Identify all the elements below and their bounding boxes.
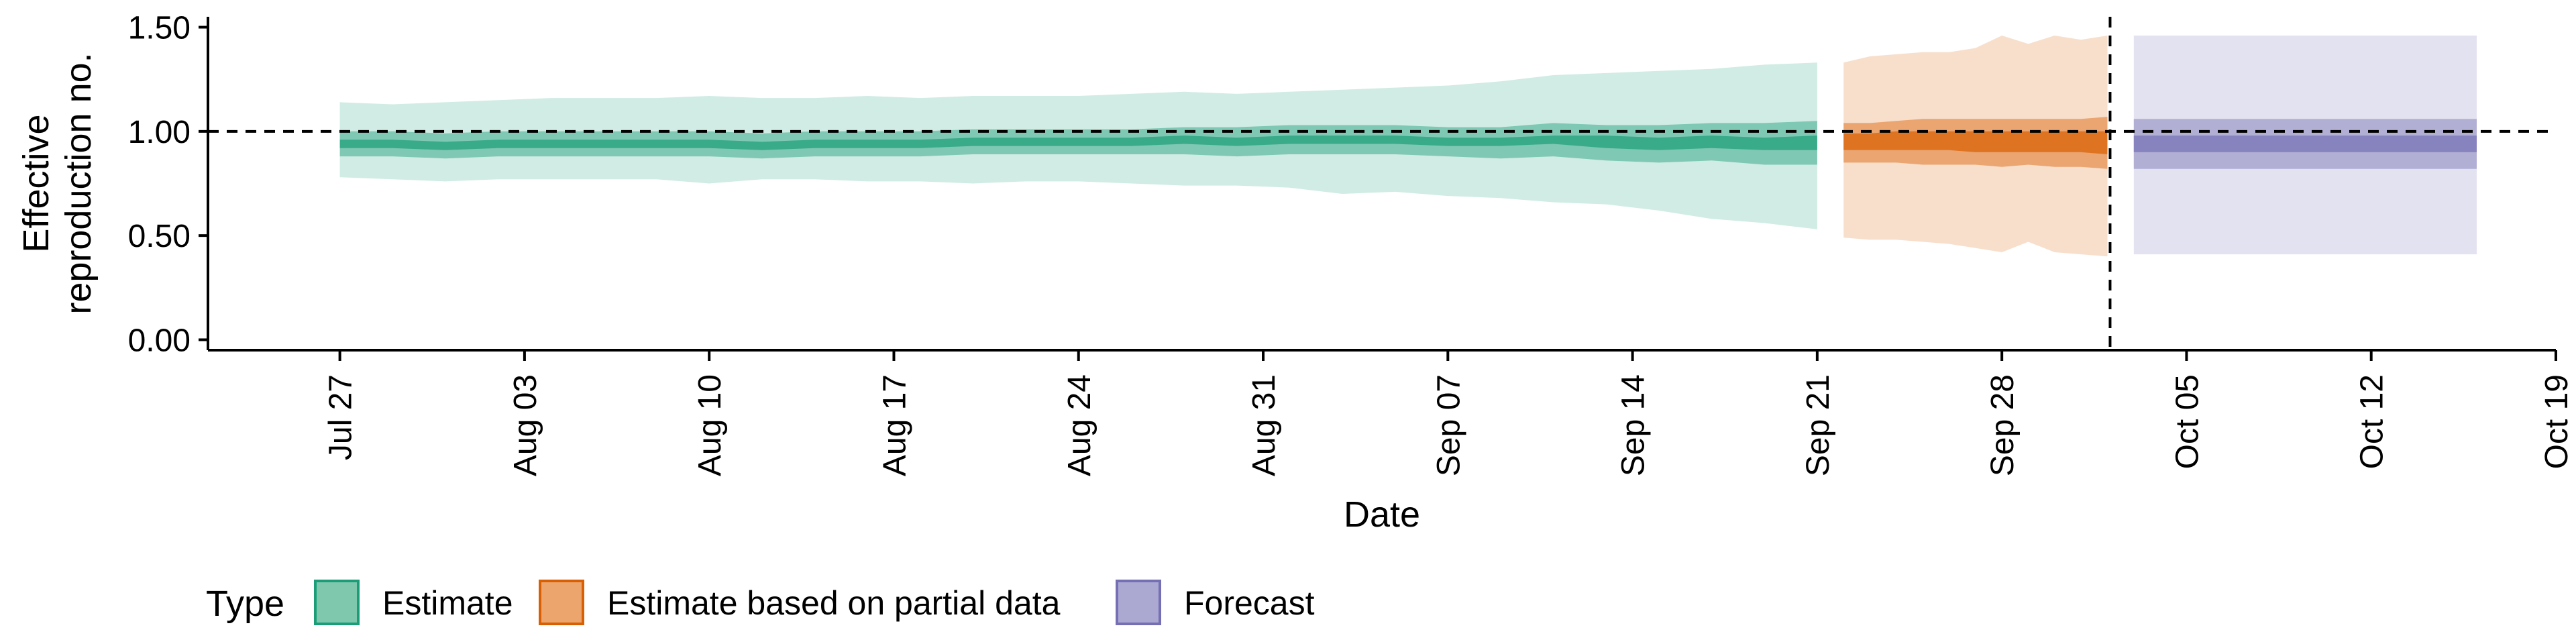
band-ci20-series-2 <box>2133 136 2477 152</box>
x-tick-label-9: Sep 28 <box>1985 374 2021 476</box>
x-tick-label-11: Oct 12 <box>2355 374 2390 469</box>
y-axis-label-line1: Effective <box>16 114 56 252</box>
axes: 0.00 0.50 1.00 1.50 Jul 27 Aug 03 Aug 10 Aug 17… <box>128 11 2575 477</box>
band-ci20-series-1 <box>1843 131 2108 154</box>
reference-lines <box>208 17 2556 350</box>
y-tick-label-0: 0.00 <box>128 323 191 358</box>
legend-label-1: Estimate based on partial data <box>607 584 1061 622</box>
x-tick-label-4: Aug 24 <box>1062 374 1097 476</box>
y-axis-label-line2: reproduction no. <box>58 52 99 314</box>
legend-label-2: Forecast <box>1184 584 1315 622</box>
legend-swatch-0 <box>314 580 360 625</box>
x-axis-label: Date <box>1344 494 1420 535</box>
x-tick-label-1: Aug 03 <box>508 374 543 476</box>
band-ci20-series-0 <box>339 136 1817 150</box>
x-tick-label-5: Aug 31 <box>1246 374 1282 476</box>
y-tick-label-2: 1.00 <box>128 115 191 150</box>
x-tick-label-6: Sep 07 <box>1431 374 1466 476</box>
y-tick-label-1: 0.50 <box>128 219 191 254</box>
legend-label-0: Estimate <box>382 584 513 622</box>
x-tick-label-12: Oct 19 <box>2539 374 2575 469</box>
x-tick-label-3: Aug 17 <box>877 374 913 476</box>
x-tick-label-7: Sep 14 <box>1616 374 1652 476</box>
x-tick-label-8: Sep 21 <box>1801 374 1836 476</box>
legend-swatch-2 <box>1116 580 1161 625</box>
x-tick-label-0: Jul 27 <box>323 374 359 460</box>
x-tick-label-2: Aug 10 <box>692 374 728 476</box>
legend: Type Estimate Estimate based on partial d… <box>206 580 1315 625</box>
axis-labels: Effective reproduction no. Date <box>16 52 1420 535</box>
x-tick-label-10: Oct 05 <box>2169 374 2205 469</box>
legend-title: Type <box>206 584 284 624</box>
y-tick-label-3: 1.50 <box>128 11 191 46</box>
legend-swatch-1 <box>539 580 584 625</box>
ribbon-bands <box>339 36 2477 257</box>
